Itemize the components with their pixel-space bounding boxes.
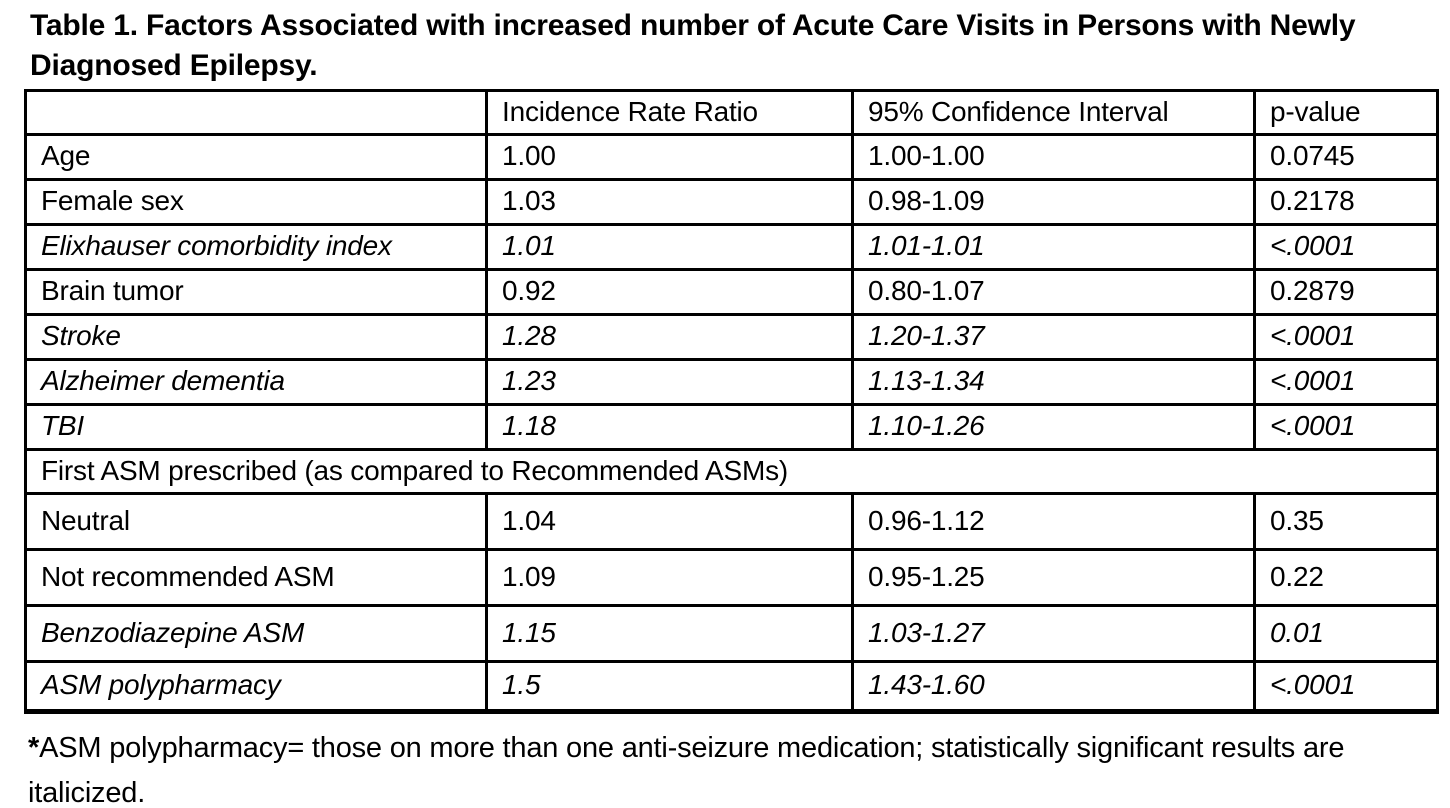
- header-confidence-interval: 95% Confidence Interval: [851, 89, 1256, 136]
- row-irr: 1.00: [485, 133, 854, 181]
- row-p: <.0001: [1253, 223, 1439, 271]
- table-row-elixhauser: Elixhauser comorbidity index 1.01 1.01-1…: [24, 223, 1439, 271]
- row-irr: 0.92: [485, 268, 854, 316]
- row-ci: 1.43-1.60: [851, 660, 1256, 713]
- table-row-age: Age 1.00 1.00-1.00 0.0745: [24, 133, 1439, 181]
- row-irr: 1.28: [485, 313, 854, 361]
- row-label: TBI: [24, 403, 488, 451]
- table-row-asm-polypharmacy: ASM polypharmacy 1.5 1.43-1.60 <.0001: [24, 660, 1439, 713]
- results-table: Incidence Rate Ratio 95% Confidence Inte…: [24, 89, 1439, 714]
- row-label: Benzodiazepine ASM: [24, 604, 488, 663]
- row-irr: 1.18: [485, 403, 854, 451]
- row-ci: 0.96-1.12: [851, 492, 1256, 551]
- row-irr: 1.09: [485, 548, 854, 607]
- row-label: Not recommended ASM: [24, 548, 488, 607]
- row-p: 0.2178: [1253, 178, 1439, 226]
- row-p: 0.22: [1253, 548, 1439, 607]
- row-label: Elixhauser comorbidity index: [24, 223, 488, 271]
- table-row-brain-tumor: Brain tumor 0.92 0.80-1.07 0.2879: [24, 268, 1439, 316]
- header-p-value: p-value: [1253, 89, 1439, 136]
- row-label: Female sex: [24, 178, 488, 226]
- header-row: Incidence Rate Ratio 95% Confidence Inte…: [24, 89, 1439, 136]
- row-p: <.0001: [1253, 358, 1439, 406]
- row-label: Stroke: [24, 313, 488, 361]
- table-row-female-sex: Female sex 1.03 0.98-1.09 0.2178: [24, 178, 1439, 226]
- row-label: Neutral: [24, 492, 488, 551]
- row-irr: 1.23: [485, 358, 854, 406]
- row-ci: 0.80-1.07: [851, 268, 1256, 316]
- row-p: 0.01: [1253, 604, 1439, 663]
- table-row-alzheimer-dementia: Alzheimer dementia 1.23 1.13-1.34 <.0001: [24, 358, 1439, 406]
- row-label: Alzheimer dementia: [24, 358, 488, 406]
- row-irr: 1.01: [485, 223, 854, 271]
- table-row-tbi: TBI 1.18 1.10-1.26 <.0001: [24, 403, 1439, 451]
- table-row-not-recommended-asm: Not recommended ASM 1.09 0.95-1.25 0.22: [24, 548, 1439, 607]
- row-ci: 1.00-1.00: [851, 133, 1256, 181]
- row-p: 0.0745: [1253, 133, 1439, 181]
- header-incidence-rate-ratio: Incidence Rate Ratio: [485, 89, 854, 136]
- row-ci: 1.03-1.27: [851, 604, 1256, 663]
- row-irr: 1.04: [485, 492, 854, 551]
- row-label: Age: [24, 133, 488, 181]
- row-ci: 0.95-1.25: [851, 548, 1256, 607]
- row-p: <.0001: [1253, 660, 1439, 713]
- row-p: 0.35: [1253, 492, 1439, 551]
- table-row-benzodiazepine-asm: Benzodiazepine ASM 1.15 1.03-1.27 0.01: [24, 604, 1439, 663]
- row-label: ASM polypharmacy: [24, 660, 488, 713]
- row-irr: 1.03: [485, 178, 854, 226]
- row-ci: 1.10-1.26: [851, 403, 1256, 451]
- table-row-neutral: Neutral 1.04 0.96-1.12 0.35: [24, 492, 1439, 551]
- row-irr: 1.15: [485, 604, 854, 663]
- row-p: <.0001: [1253, 313, 1439, 361]
- row-ci: 0.98-1.09: [851, 178, 1256, 226]
- row-label: Brain tumor: [24, 268, 488, 316]
- table-title: Table 1. Factors Associated with increas…: [30, 9, 1356, 82]
- table-row-stroke: Stroke 1.28 1.20-1.37 <.0001: [24, 313, 1439, 361]
- footnote-asterisk: *: [28, 732, 40, 764]
- section-row-label: First ASM prescribed (as compared to Rec…: [24, 448, 1439, 495]
- row-ci: 1.20-1.37: [851, 313, 1256, 361]
- footnote-text: ASM polypharmacy= those on more than one…: [28, 732, 1345, 808]
- row-ci: 1.13-1.34: [851, 358, 1256, 406]
- table-footnote: *ASM polypharmacy= those on more than on…: [24, 726, 1438, 808]
- row-p: <.0001: [1253, 403, 1439, 451]
- row-irr: 1.5: [485, 660, 854, 713]
- row-ci: 1.01-1.01: [851, 223, 1256, 271]
- row-p: 0.2879: [1253, 268, 1439, 316]
- table-section-row-first-asm: First ASM prescribed (as compared to Rec…: [24, 448, 1439, 495]
- header-blank: [24, 89, 488, 136]
